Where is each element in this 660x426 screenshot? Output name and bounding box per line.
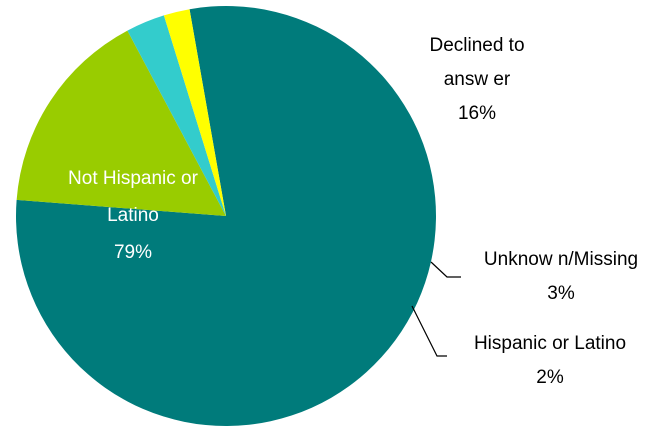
slice-label-declined-to-answer: Declined to answ er 16% <box>429 35 524 124</box>
slice-value-label: 79% <box>114 242 152 263</box>
slice-name-label: Hispanic or Latino <box>474 333 626 354</box>
pie-slices <box>16 5 437 426</box>
slice-label-hispanic-or-latino: Hispanic or Latino 2% <box>474 333 626 388</box>
slice-name-label: Not Hispanic or <box>68 168 199 189</box>
leader-lines <box>411 261 461 357</box>
slice-name-label: answ er <box>444 69 511 90</box>
slice-label-unknown-missing: Unknow n/Missing 3% <box>484 249 638 304</box>
pie-slice-unknown-missing <box>127 15 226 217</box>
slice-label-not-hispanic-or-latino: Not Hispanic or Latino 79% <box>68 168 199 263</box>
pie-slice-not-hispanic-or-latino <box>16 5 437 426</box>
slice-name-label: Unknow n/Missing <box>484 249 638 270</box>
slice-name-label: Declined to <box>429 35 524 56</box>
leader-line-unknown-missing <box>430 261 461 278</box>
slice-value-label: 3% <box>547 283 575 304</box>
pie-slice-hispanic-or-latino <box>163 9 226 216</box>
slice-labels: Not Hispanic or Latino 79% Declined to answ … <box>68 35 638 388</box>
slice-value-label: 16% <box>458 103 496 124</box>
slice-value-label: 2% <box>536 367 564 388</box>
slice-name-label: Latino <box>107 205 159 226</box>
pie-slice-declined-to-answer <box>16 30 227 216</box>
leader-line-hispanic-or-latino <box>411 305 447 357</box>
